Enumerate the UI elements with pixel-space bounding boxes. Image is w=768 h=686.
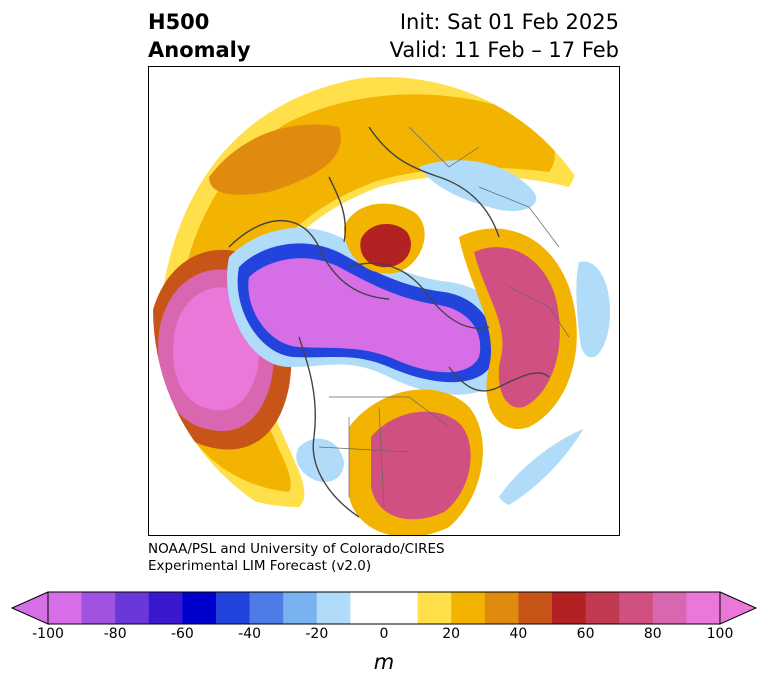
colorbar-segment (484, 592, 519, 624)
colorbar-tick-label: -100 (32, 626, 64, 642)
colorbar-segment (148, 592, 183, 624)
anomaly-positive-ring-inner (173, 94, 555, 492)
coastlines (228, 126, 550, 518)
colorbar-segment (249, 592, 284, 624)
colorbar-tick-label: -60 (170, 626, 194, 642)
colorbar-tick-label: 0 (379, 626, 389, 642)
forecast-dates: Init: Sat 01 Feb 2025 Valid: 11 Feb – 17… (390, 8, 619, 64)
colorbar-unit: m (373, 650, 395, 674)
map-svg (153, 77, 617, 535)
colorbar-segment (652, 592, 687, 624)
anomaly-map (148, 66, 620, 536)
anomaly-negative-core (248, 258, 481, 373)
colorbar (10, 591, 758, 625)
credit-line-2: Experimental LIM Forecast (v2.0) (148, 558, 372, 574)
colorbar-segment (585, 592, 620, 624)
colorbar-segment (518, 592, 553, 624)
colorbar-tick-label: 100 (706, 626, 734, 642)
colorbar-max-extend (719, 591, 758, 625)
colorbar-segment (316, 592, 351, 624)
init-date: Init: Sat 01 Feb 2025 (399, 10, 619, 34)
valid-range: Valid: 11 Feb – 17 Feb (389, 38, 619, 62)
anomaly-europe-ridge-core (474, 247, 560, 408)
colorbar-segment (115, 592, 150, 624)
colorbar-segment (81, 592, 116, 624)
colorbar-segment (384, 592, 419, 624)
anomaly-negative-atlantic (499, 427, 592, 507)
colorbar-tick-label: -80 (103, 626, 127, 642)
colorbar-segment (451, 592, 486, 624)
colorbar-segment (417, 592, 452, 624)
colorbar-segment (216, 592, 251, 624)
colorbar-tick-label: -20 (305, 626, 329, 642)
colorbar-outline (47, 591, 721, 625)
borders (318, 126, 570, 508)
colorbar-segments (48, 592, 721, 624)
colorbar-tick-label: 20 (442, 626, 461, 642)
colorbar-segment (283, 592, 318, 624)
colorbar-tick-label: -40 (238, 626, 262, 642)
colorbar-segment (552, 592, 587, 624)
colorbar-segment (619, 592, 654, 624)
colorbar-tick-label: 80 (643, 626, 662, 642)
colorbar-tick-label: 60 (576, 626, 595, 642)
colorbar-min-extend (10, 591, 49, 625)
colorbar-segment (182, 592, 217, 624)
title-line-1: H500 (148, 10, 210, 34)
credit-line-1: NOAA/PSL and University of Colorado/CIRE… (148, 541, 445, 557)
anomaly-negative-sw-na (296, 438, 344, 482)
colorbar-tick-label: 40 (509, 626, 528, 642)
title-line-2: Anomaly (148, 38, 251, 62)
colorbar-segment (686, 592, 721, 624)
colorbar-segment (48, 592, 83, 624)
credit-text: NOAA/PSL and University of Colorado/CIRE… (148, 541, 445, 575)
colorbar-segment (350, 592, 385, 624)
anomaly-east-na-ridge-core (371, 411, 471, 520)
anomaly-positive-alaska (209, 124, 341, 195)
map-title: H500 Anomaly (148, 8, 251, 64)
colorbar-tick-labels: -100 -80 -60 -40 -20 0 20 40 60 80 100 (0, 626, 768, 646)
anomaly-negative-east-asia (576, 261, 610, 358)
anomaly-arctic-ridge-core (360, 223, 411, 268)
